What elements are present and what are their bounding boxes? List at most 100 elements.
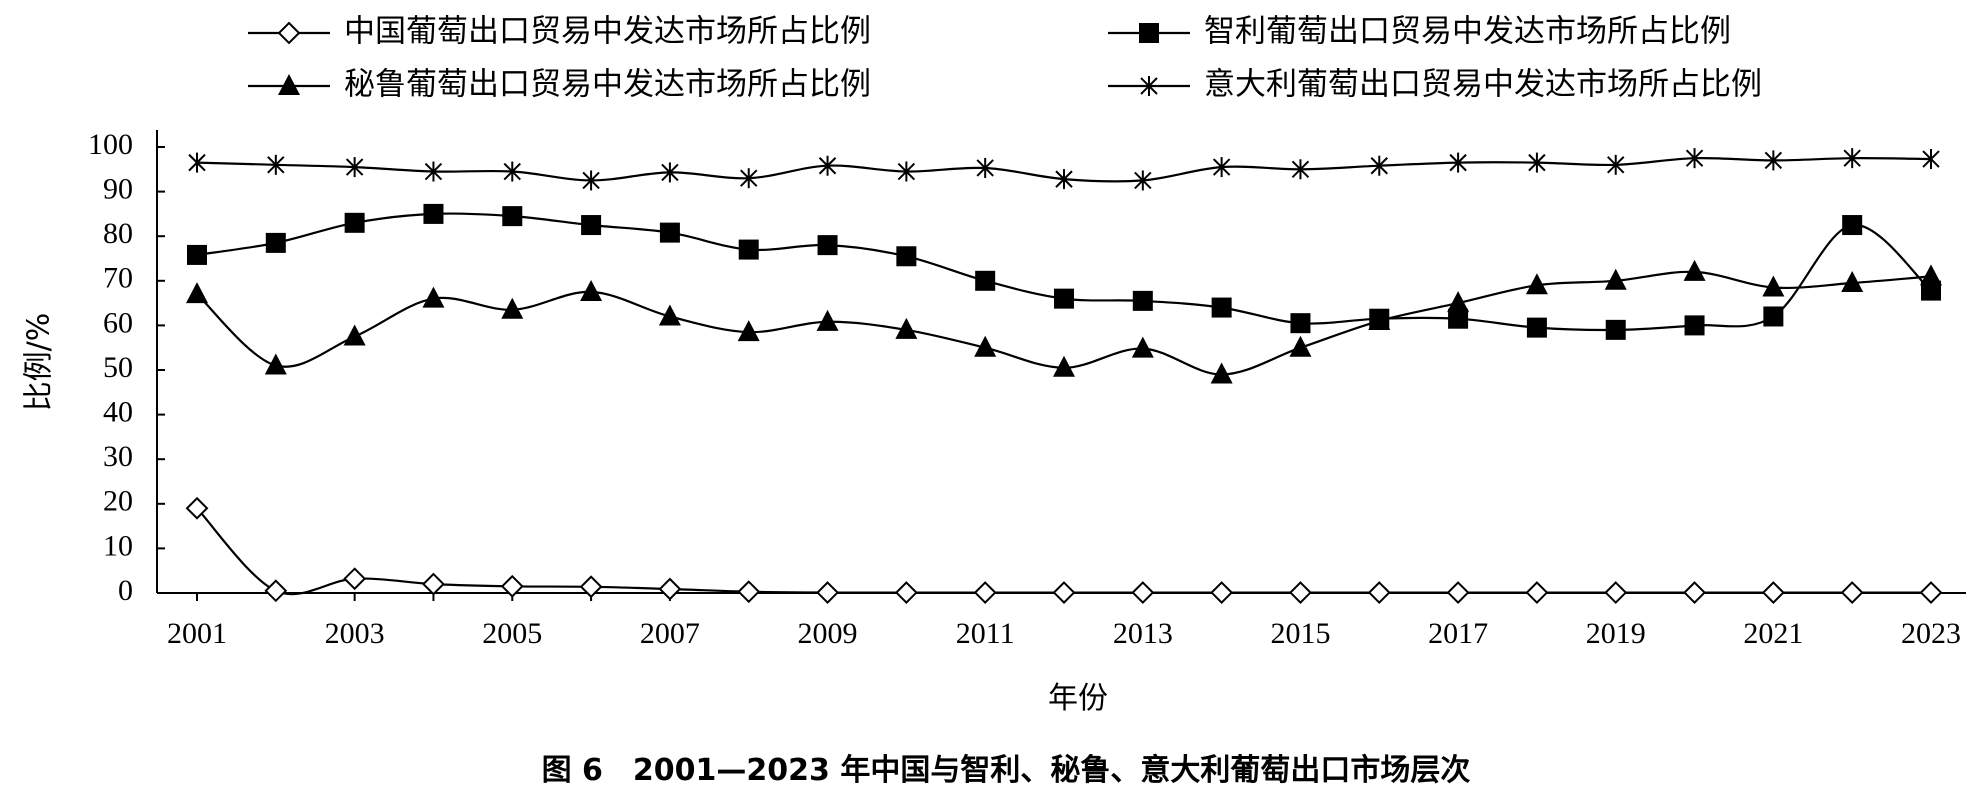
square-marker <box>659 222 680 243</box>
square-marker <box>975 270 996 291</box>
diamond-marker <box>1210 581 1234 604</box>
y-tick-label: 40 <box>103 395 133 428</box>
y-tick-label: 50 <box>103 351 133 384</box>
diamond-marker <box>1131 581 1155 604</box>
star-marker <box>661 162 679 183</box>
square-marker <box>1054 288 1074 309</box>
x-tick-label: 2023 <box>1901 617 1961 650</box>
star-marker <box>1685 148 1704 169</box>
star-marker <box>897 161 916 182</box>
diamond-marker <box>343 567 367 591</box>
star-marker <box>1843 148 1861 169</box>
triangle-marker <box>1841 271 1864 293</box>
diamond-marker <box>422 572 445 596</box>
triangle-marker <box>1920 264 1942 286</box>
star-marker <box>1291 159 1310 180</box>
star-marker <box>345 157 364 178</box>
triangle-marker <box>1447 291 1470 313</box>
series-markers <box>185 148 1943 604</box>
square-marker <box>187 244 207 265</box>
y-tick-label: 90 <box>103 172 133 205</box>
diamond-marker <box>1840 581 1864 604</box>
triangle-marker <box>1131 336 1154 358</box>
square-marker <box>1132 290 1153 311</box>
star-marker <box>188 152 206 173</box>
legend: 中国葡萄出口贸易中发达市场所占比例 智利葡萄出口贸易中发达市场所占比例秘鲁葡萄出口… <box>248 14 1762 103</box>
triangle-marker <box>895 317 918 339</box>
diamond-marker <box>1683 581 1706 604</box>
triangle-marker <box>974 335 997 357</box>
star-marker <box>1212 157 1231 178</box>
diamond-marker <box>816 581 839 604</box>
y-tick-label: 0 <box>118 574 133 607</box>
x-tick-label: 2005 <box>482 617 542 650</box>
diamond-marker <box>1289 581 1312 604</box>
star-marker <box>740 168 758 189</box>
star-marker <box>818 155 837 176</box>
square-legend-marker <box>1139 23 1159 43</box>
star-marker <box>1922 149 1940 170</box>
x-ticks: 2001 2003 2005 2007 2009 2011 2013 2015 2017 2019… <box>167 593 1961 650</box>
diamond-marker <box>658 577 682 601</box>
series-line-2 <box>196 212 1932 332</box>
star-marker <box>424 161 443 182</box>
triangle-marker <box>816 309 839 331</box>
legend-item: 意大利葡萄出口贸易中发达市场所占比例 <box>1108 67 1762 103</box>
diamond-marker <box>185 496 209 520</box>
x-tick-label: 2013 <box>1113 617 1173 650</box>
diamond-marker <box>1525 581 1549 604</box>
y-tick-label: 30 <box>103 440 133 473</box>
triangle-marker <box>658 304 681 326</box>
square-marker <box>1842 215 1863 236</box>
triangle-marker <box>737 320 760 342</box>
diamond-marker <box>1446 581 1470 604</box>
star-marker <box>582 170 600 191</box>
triangle-marker <box>186 282 208 304</box>
triangle-legend-marker <box>278 74 300 95</box>
star-marker <box>267 154 285 175</box>
star-marker <box>1134 170 1152 191</box>
y-tick-label: 60 <box>103 306 133 339</box>
y-axis-title: 比例/% <box>22 313 57 412</box>
legend-label: 中国葡萄出口贸易中发达市场所占比例 <box>344 14 871 50</box>
y-tick-label: 10 <box>103 529 133 562</box>
square-marker <box>738 239 759 260</box>
x-tick-label: 2021 <box>1743 617 1803 650</box>
square-marker <box>1763 306 1784 327</box>
star-marker <box>976 157 994 178</box>
legend-item: 智利葡萄出口贸易中发达市场所占比例 <box>1108 14 1731 50</box>
diamond-marker <box>737 580 761 604</box>
star-marker <box>1055 169 1073 190</box>
star-marker <box>1370 155 1388 176</box>
x-tick-label: 2009 <box>798 617 858 650</box>
square-marker <box>1290 313 1311 334</box>
x-tick-label: 2011 <box>956 617 1015 650</box>
square-marker <box>817 235 838 256</box>
square-marker <box>1526 317 1547 338</box>
square-marker <box>1921 280 1941 301</box>
y-tick-label: 80 <box>103 217 133 250</box>
star-legend-marker <box>1140 76 1158 96</box>
diamond-legend-marker <box>277 21 301 45</box>
x-axis-title: 年份 <box>1048 681 1108 716</box>
diamond-marker <box>1052 581 1076 604</box>
square-marker <box>1684 315 1705 336</box>
triangle-marker <box>422 286 445 308</box>
legend-item: 秘鲁葡萄出口贸易中发达市场所占比例 <box>248 67 871 103</box>
square-marker <box>265 232 286 253</box>
triangle-marker <box>1762 275 1785 297</box>
legend-label: 意大利葡萄出口贸易中发达市场所占比例 <box>1204 67 1762 103</box>
x-tick-label: 2017 <box>1428 617 1488 650</box>
triangle-marker <box>1053 355 1075 377</box>
y-ticks: 0 10 20 30 40 50 60 70 80 90 100 <box>88 128 165 607</box>
square-marker <box>344 212 365 233</box>
triangle-marker <box>580 279 603 301</box>
y-tick-label: 20 <box>103 485 133 518</box>
diamond-marker <box>500 574 524 598</box>
x-tick-label: 2001 <box>167 617 227 650</box>
x-tick-label: 2003 <box>325 617 385 650</box>
star-marker <box>1764 150 1783 171</box>
triangle-marker <box>501 297 524 319</box>
diamond-marker <box>973 581 997 604</box>
